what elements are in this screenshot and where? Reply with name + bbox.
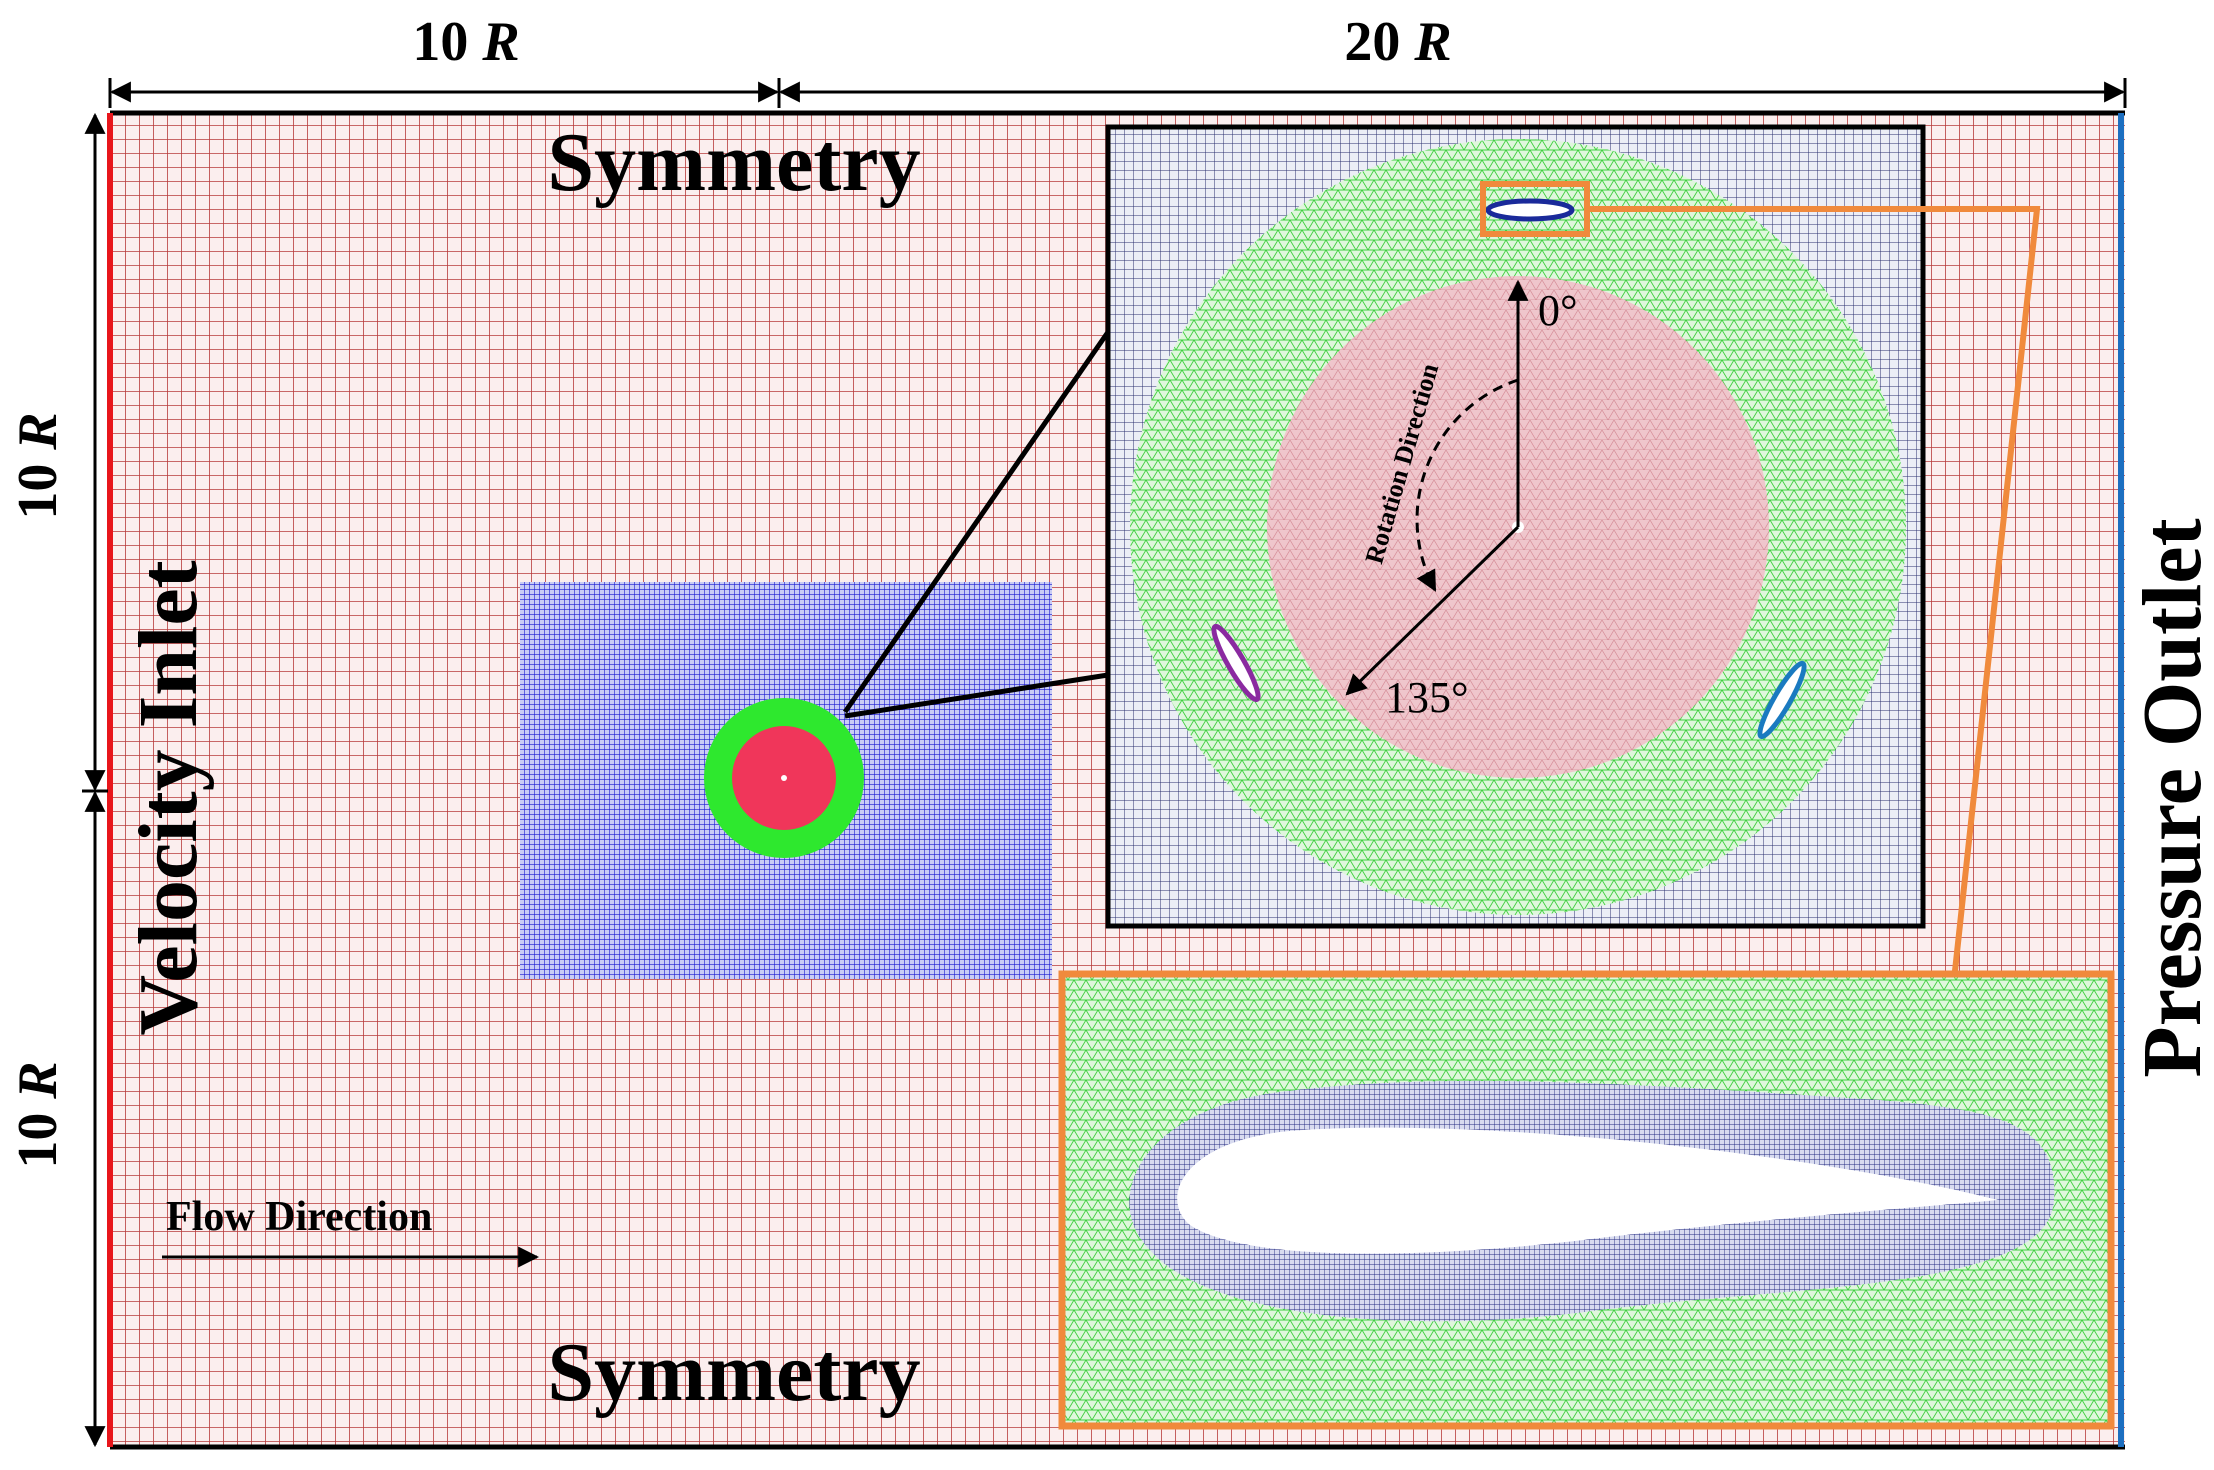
airfoil bbox=[1177, 1127, 1998, 1254]
boundary-label: Pressure Outlet bbox=[2126, 518, 2214, 1077]
zoom-line bbox=[1587, 206, 2041, 972]
dimension-label: 10 R bbox=[7, 1061, 69, 1168]
flow-label: Flow Direction bbox=[166, 1194, 432, 1240]
dimension-label: 20 R bbox=[1344, 11, 1451, 73]
rotor-center bbox=[781, 775, 787, 781]
angle-label: 0° bbox=[1538, 286, 1578, 335]
boundary-label: Symmetry bbox=[547, 1326, 920, 1419]
zoom-lines bbox=[842, 330, 1111, 719]
dimension-lines bbox=[82, 78, 2127, 1448]
boundary-label: Velocity Inlet bbox=[122, 560, 215, 1035]
dimension-label: 10 R bbox=[412, 11, 519, 73]
angle-arrows bbox=[1345, 279, 1529, 696]
angle-label: 135° bbox=[1385, 673, 1469, 722]
blades bbox=[1211, 198, 1807, 740]
boundary-label: Symmetry bbox=[547, 116, 920, 209]
dimension-label: 10 R bbox=[7, 412, 69, 519]
